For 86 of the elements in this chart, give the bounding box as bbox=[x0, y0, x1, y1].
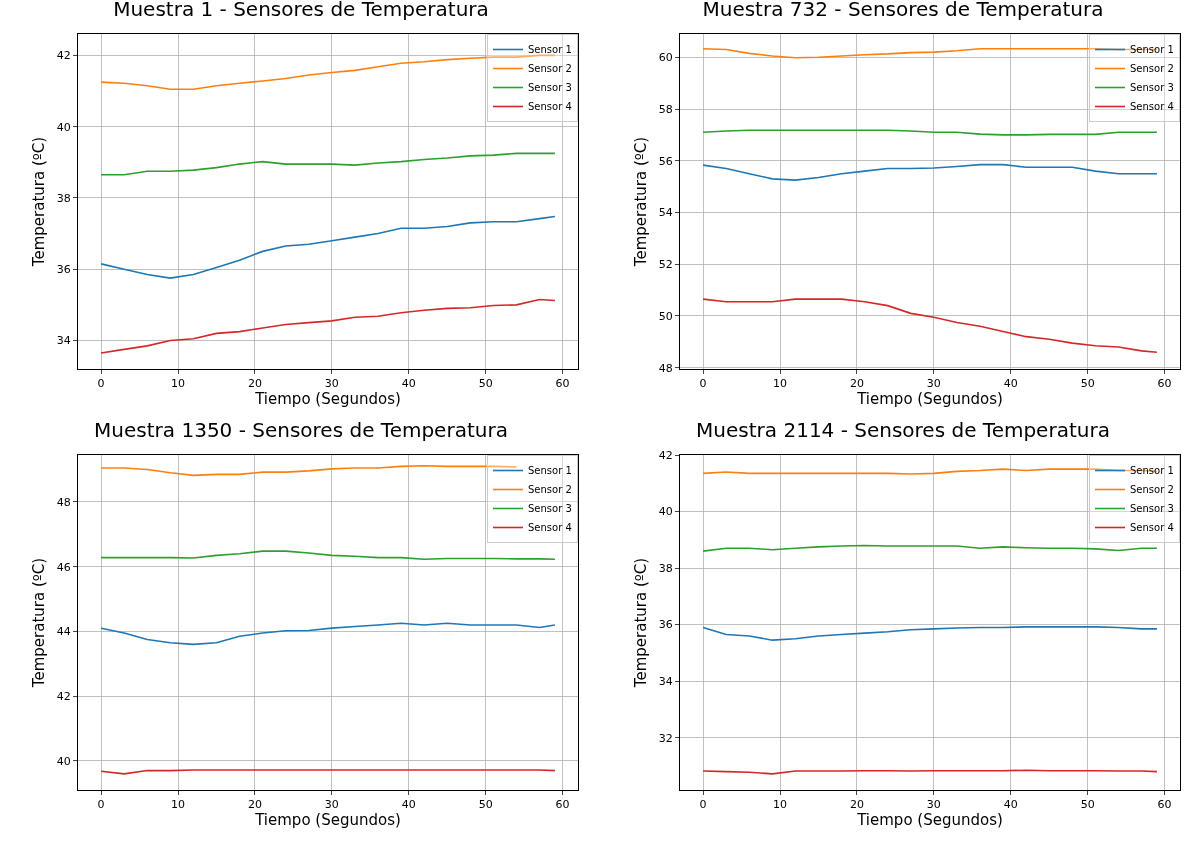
y-tick-label: 42 bbox=[56, 49, 71, 63]
x-tick-label: 40 bbox=[1003, 377, 1018, 391]
legend-label: Sensor 3 bbox=[528, 82, 572, 94]
y-tick-label: 58 bbox=[658, 102, 673, 116]
line-series bbox=[100, 622, 556, 646]
x-tick-label: 60 bbox=[1157, 377, 1172, 391]
legend-label: Sensor 2 bbox=[528, 484, 572, 496]
chart-title: Muestra 2114 - Sensores de Temperatura bbox=[696, 418, 1110, 443]
y-tick-label: 50 bbox=[658, 309, 673, 323]
legend-label: Sensor 2 bbox=[1130, 484, 1174, 496]
y-tick-label: 36 bbox=[56, 263, 71, 277]
y-tick-label: 36 bbox=[658, 618, 673, 632]
line-series bbox=[100, 152, 556, 176]
chart-title: Muestra 1350 - Sensores de Temperatura bbox=[94, 418, 508, 443]
y-tick-label: 38 bbox=[658, 561, 673, 575]
x-tick-label: 10 bbox=[773, 798, 787, 812]
y-tick-label: 34 bbox=[658, 675, 673, 689]
y-tick-label: 48 bbox=[658, 361, 673, 375]
y-tick-label: 38 bbox=[56, 191, 71, 205]
x-axis-title: Tiempo (Segundos) bbox=[856, 811, 1003, 830]
x-tick-label: 60 bbox=[555, 798, 570, 812]
line-series bbox=[702, 163, 1158, 181]
y-axis-title: Temperatura (ºC) bbox=[632, 136, 651, 268]
y-axis-title: Temperatura (ºC) bbox=[632, 557, 651, 689]
x-axis-title: Tiempo (Segundos) bbox=[254, 390, 401, 409]
x-tick-label: 20 bbox=[247, 377, 262, 391]
legend-label: Sensor 1 bbox=[528, 465, 572, 477]
y-tick-label: 56 bbox=[658, 154, 673, 168]
x-tick-label: 30 bbox=[324, 377, 339, 391]
legend-label: Sensor 1 bbox=[528, 44, 572, 56]
line-series bbox=[100, 215, 556, 279]
x-tick-label: 10 bbox=[773, 377, 787, 391]
x-tick-label: 0 bbox=[97, 798, 105, 812]
line-series bbox=[100, 298, 556, 354]
y-tick-label: 32 bbox=[658, 731, 673, 745]
x-tick-label: 20 bbox=[849, 377, 864, 391]
y-axis-title: Temperatura (ºC) bbox=[30, 557, 49, 689]
y-tick-label: 40 bbox=[56, 120, 71, 134]
y-tick-label: 40 bbox=[56, 754, 71, 768]
y-tick-label: 34 bbox=[56, 334, 71, 348]
chart-title: Muestra 1 - Sensores de Temperatura bbox=[113, 0, 489, 22]
x-tick-label: 50 bbox=[478, 798, 493, 812]
legend-label: Sensor 3 bbox=[1130, 82, 1174, 94]
y-tick-label: 52 bbox=[658, 258, 673, 272]
line-series bbox=[702, 626, 1158, 641]
x-tick-label: 60 bbox=[1157, 798, 1172, 812]
legend-label: Sensor 3 bbox=[1130, 503, 1174, 515]
x-tick-label: 0 bbox=[699, 798, 707, 812]
x-tick-label: 10 bbox=[171, 798, 185, 812]
x-tick-label: 40 bbox=[1003, 798, 1018, 812]
y-tick-label: 48 bbox=[56, 495, 71, 509]
x-axis-title: Tiempo (Segundos) bbox=[856, 390, 1003, 409]
x-tick-label: 50 bbox=[1080, 377, 1095, 391]
x-tick-label: 20 bbox=[247, 798, 262, 812]
y-tick-label: 42 bbox=[658, 448, 673, 462]
legend-label: Sensor 4 bbox=[528, 522, 572, 534]
x-tick-label: 20 bbox=[849, 798, 864, 812]
x-tick-label: 30 bbox=[926, 798, 941, 812]
legend-label: Sensor 4 bbox=[1130, 522, 1174, 534]
x-tick-label: 50 bbox=[1080, 798, 1095, 812]
y-axis-title: Temperatura (ºC) bbox=[30, 136, 49, 268]
y-tick-label: 46 bbox=[56, 560, 71, 574]
y-tick-label: 60 bbox=[658, 51, 673, 65]
x-tick-label: 40 bbox=[401, 798, 416, 812]
x-tick-label: 0 bbox=[699, 377, 707, 391]
x-tick-label: 0 bbox=[97, 377, 105, 391]
x-tick-label: 30 bbox=[324, 798, 339, 812]
y-tick-label: 54 bbox=[658, 206, 673, 220]
line-series bbox=[100, 464, 518, 477]
x-tick-label: 40 bbox=[401, 377, 416, 391]
legend-label: Sensor 2 bbox=[1130, 63, 1174, 75]
legend-label: Sensor 4 bbox=[1130, 101, 1174, 113]
line-series bbox=[702, 298, 1158, 353]
x-tick-label: 60 bbox=[555, 377, 570, 391]
x-tick-label: 10 bbox=[171, 377, 185, 391]
y-tick-label: 44 bbox=[56, 625, 71, 639]
y-tick-label: 40 bbox=[658, 505, 673, 519]
x-tick-label: 30 bbox=[926, 377, 941, 391]
x-tick-label: 50 bbox=[478, 377, 493, 391]
legend-label: Sensor 4 bbox=[528, 101, 572, 113]
line-series bbox=[100, 550, 556, 561]
y-tick-label: 42 bbox=[56, 689, 71, 703]
chart-title: Muestra 732 - Sensores de Temperatura bbox=[702, 0, 1104, 22]
legend-label: Sensor 2 bbox=[528, 63, 572, 75]
legend-label: Sensor 3 bbox=[528, 503, 572, 515]
x-axis-title: Tiempo (Segundos) bbox=[254, 811, 401, 830]
